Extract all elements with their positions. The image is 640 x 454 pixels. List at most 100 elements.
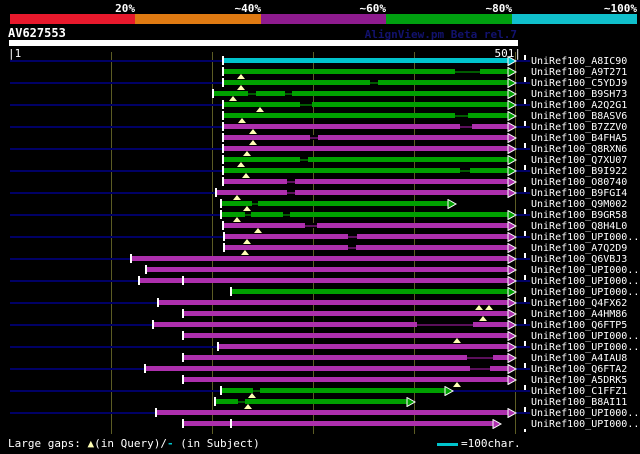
hit-label[interactable]: UniRef100_B4FHA5 <box>531 133 628 144</box>
hit-label[interactable]: UniRef100_A2Q2G1 <box>531 100 628 111</box>
hit-bar[interactable] <box>217 344 508 349</box>
alignment-row[interactable]: UniRef100_Q8RXN6 <box>0 144 640 156</box>
hit-label[interactable]: UniRef100_A9T271 <box>531 67 628 78</box>
hit-bar[interactable] <box>220 212 508 217</box>
hit-bar[interactable] <box>182 333 508 338</box>
hit-label[interactable]: UniRef100_UPI000.. <box>531 276 640 287</box>
alignment-row[interactable]: UniRef100_A2Q2G1 <box>0 100 640 112</box>
alignment-row[interactable]: UniRef100_UPI000.. <box>0 419 640 430</box>
hit-label[interactable]: UniRef100_Q9M002 <box>531 199 628 210</box>
hit-label[interactable]: UniRef100_UPI000.. <box>531 265 640 276</box>
hit-label[interactable]: UniRef100_B8ASV6 <box>531 111 628 122</box>
alignment-row[interactable]: UniRef100_UPI000.. <box>0 408 640 419</box>
hit-bar[interactable] <box>223 234 508 239</box>
hit-label[interactable]: UniRef100_Q6FTP5 <box>531 320 628 331</box>
hit-bar[interactable] <box>222 157 508 162</box>
hit-bar[interactable] <box>220 388 445 393</box>
hit-label[interactable]: UniRef100_B9FGI4 <box>531 188 628 199</box>
hit-bar[interactable] <box>212 91 508 96</box>
hit-label[interactable]: UniRef100_UPI000.. <box>531 232 640 243</box>
hit-bar[interactable] <box>157 300 508 305</box>
alignment-row[interactable]: UniRef100_B7ZZV0 <box>0 122 640 134</box>
alignment-row[interactable]: UniRef100_Q8H4L0 <box>0 221 640 233</box>
hit-bar[interactable] <box>152 322 508 327</box>
alignment-row[interactable]: UniRef100_A8IC90 <box>0 56 640 67</box>
alignment-row[interactable]: UniRef100_UPI000.. <box>0 232 640 244</box>
hit-bar[interactable] <box>182 311 508 316</box>
hit-bar[interactable] <box>138 278 508 283</box>
hit-bar[interactable] <box>222 223 508 228</box>
alignment-row[interactable]: UniRef100_UPI000.. <box>0 276 640 287</box>
hit-label[interactable]: UniRef100_Q8H4L0 <box>531 221 628 232</box>
hit-label[interactable]: UniRef100_C1FFZ1 <box>531 386 628 397</box>
alignment-row[interactable]: UniRef100_UPI000.. <box>0 265 640 276</box>
hit-bar[interactable] <box>222 69 508 74</box>
alignment-row[interactable]: UniRef100_UPI000.. <box>0 287 640 298</box>
alignment-row[interactable]: UniRef100_A5DRK5 <box>0 375 640 387</box>
hit-label[interactable]: UniRef100_Q6FTA2 <box>531 364 628 375</box>
hit-bar[interactable] <box>223 245 508 250</box>
hit-bar[interactable] <box>222 168 508 173</box>
alignment-row[interactable]: UniRef100_B9FGI4 <box>0 188 640 200</box>
alignment-row[interactable]: UniRef100_Q7XU07 <box>0 155 640 167</box>
hit-label[interactable]: UniRef100_A5DRK5 <box>531 375 628 386</box>
alignment-row[interactable]: UniRef100_B4FHA5 <box>0 133 640 145</box>
alignment-row[interactable]: UniRef100_A4IAU8 <box>0 353 640 364</box>
alignment-row[interactable]: UniRef100_C5YDJ9 <box>0 78 640 90</box>
hit-label[interactable]: UniRef100_Q7XU07 <box>531 155 628 166</box>
alignment-row[interactable]: UniRef100_A9T271 <box>0 67 640 79</box>
alignment-row[interactable]: UniRef100_B9I922 <box>0 166 640 178</box>
hit-label[interactable]: UniRef100_Q8RXN6 <box>531 144 628 155</box>
hit-label[interactable]: UniRef100_A4IAU8 <box>531 353 628 364</box>
hit-bar[interactable] <box>222 80 508 85</box>
alignment-row[interactable]: UniRef100_Q4FX62 <box>0 298 640 310</box>
hit-label[interactable]: UniRef100_B9GR58 <box>531 210 628 221</box>
hit-bar[interactable] <box>182 421 493 426</box>
hit-label[interactable]: UniRef100_B9SH73 <box>531 89 628 100</box>
hit-bar[interactable] <box>222 135 508 140</box>
alignment-row[interactable]: UniRef100_B9GR58 <box>0 210 640 222</box>
alignment-row[interactable]: UniRef100_C1FFZ1 <box>0 386 640 398</box>
alignment-row[interactable]: UniRef100_Q6FTP5 <box>0 320 640 331</box>
alignment-row[interactable]: UniRef100_B8AI11 <box>0 397 640 409</box>
alignment-row[interactable]: UniRef100_Q6VBJ3 <box>0 254 640 265</box>
alignment-row[interactable]: UniRef100_A4HM86 <box>0 309 640 321</box>
hit-bar[interactable] <box>222 102 508 107</box>
hit-bar[interactable] <box>155 410 508 415</box>
hit-bar[interactable] <box>215 190 508 195</box>
hit-bar[interactable] <box>214 399 407 404</box>
alignment-row[interactable]: UniRef100_B9SH73 <box>0 89 640 101</box>
hit-bar[interactable] <box>144 366 508 371</box>
hit-label[interactable]: UniRef100_B7ZZV0 <box>531 122 628 133</box>
hit-label[interactable]: UniRef100_Q6VBJ3 <box>531 254 628 265</box>
hit-label[interactable]: UniRef100_C5YDJ9 <box>531 78 628 89</box>
alignment-row[interactable]: UniRef100_O80740 <box>0 177 640 188</box>
hit-bar[interactable] <box>222 124 508 129</box>
hit-label[interactable]: UniRef100_A8IC90 <box>531 56 628 67</box>
alignment-row[interactable]: UniRef100_Q9M002 <box>0 199 640 211</box>
hit-label[interactable]: UniRef100_UPI000.. <box>531 419 640 430</box>
hit-label[interactable]: UniRef100_O80740 <box>531 177 628 188</box>
hit-bar[interactable] <box>220 201 448 206</box>
hit-label[interactable]: UniRef100_UPI000.. <box>531 287 640 298</box>
hit-label[interactable]: UniRef100_A4HM86 <box>531 309 628 320</box>
hit-label[interactable]: UniRef100_UPI000.. <box>531 342 640 353</box>
hit-bar[interactable] <box>222 179 508 184</box>
alignment-row[interactable]: UniRef100_B8ASV6 <box>0 111 640 123</box>
hit-label[interactable]: UniRef100_B8AI11 <box>531 397 628 408</box>
hit-bar[interactable] <box>222 58 508 63</box>
hit-bar[interactable] <box>222 113 508 118</box>
hit-label[interactable]: UniRef100_B9I922 <box>531 166 628 177</box>
hit-label[interactable]: UniRef100_UPI000.. <box>531 331 640 342</box>
hit-bar[interactable] <box>182 377 508 382</box>
hit-label[interactable]: UniRef100_A7Q2D9 <box>531 243 628 254</box>
hit-bar[interactable] <box>182 355 508 360</box>
alignment-row[interactable]: UniRef100_Q6FTA2 <box>0 364 640 375</box>
hit-label[interactable]: UniRef100_UPI000.. <box>531 408 640 419</box>
hit-bar[interactable] <box>130 256 508 261</box>
alignment-row[interactable]: UniRef100_A7Q2D9 <box>0 243 640 255</box>
alignment-row[interactable]: UniRef100_UPI000.. <box>0 342 640 353</box>
alignment-row[interactable]: UniRef100_UPI000.. <box>0 331 640 343</box>
hit-bar[interactable] <box>222 146 508 151</box>
hit-label[interactable]: UniRef100_Q4FX62 <box>531 298 628 309</box>
